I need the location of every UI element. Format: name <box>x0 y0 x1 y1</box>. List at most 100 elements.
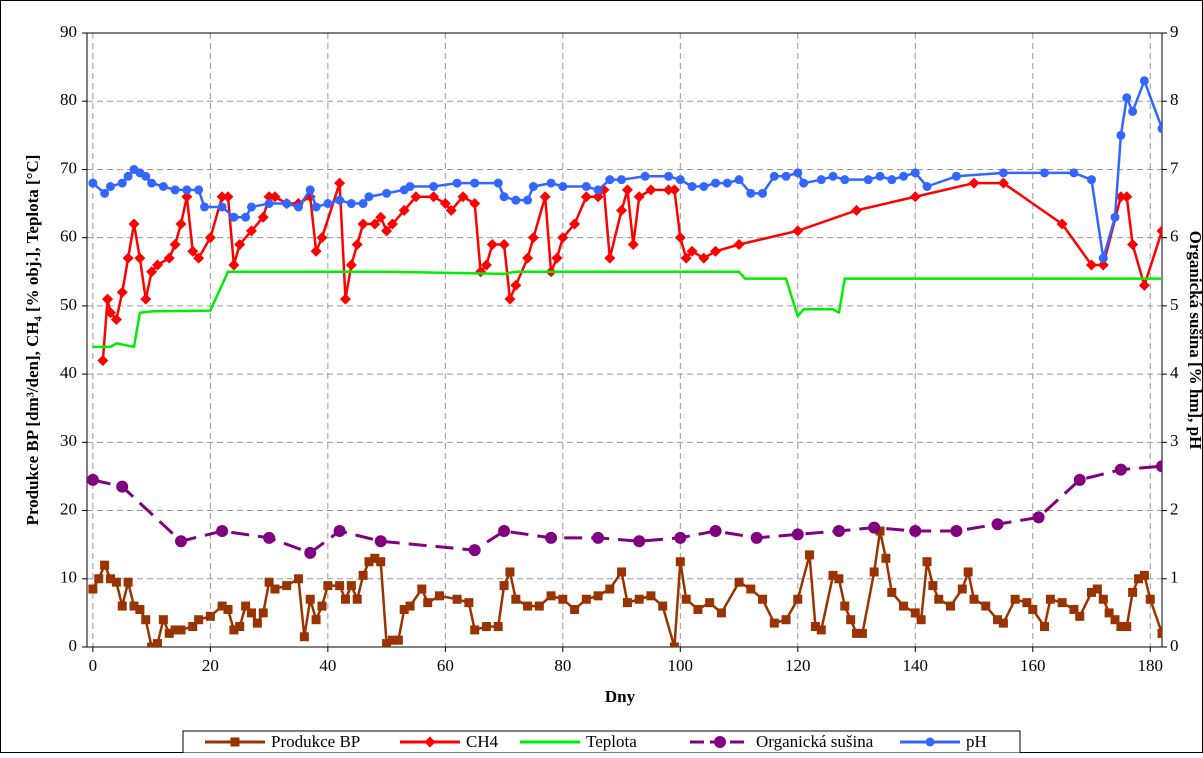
marker <box>111 577 121 587</box>
marker <box>646 591 656 601</box>
marker <box>928 581 938 591</box>
y2-tick-label: 0 <box>1170 636 1179 655</box>
y-tick-label: 80 <box>60 90 77 109</box>
marker <box>486 238 498 250</box>
marker <box>605 584 615 594</box>
marker <box>305 185 315 195</box>
marker <box>1056 218 1068 230</box>
marker <box>147 178 157 188</box>
marker <box>1138 279 1150 291</box>
marker <box>1157 124 1162 134</box>
marker <box>434 591 444 601</box>
marker <box>617 567 627 577</box>
marker <box>147 642 157 647</box>
y-tick-label: 90 <box>60 22 77 41</box>
marker <box>569 218 581 230</box>
marker <box>664 171 674 181</box>
marker <box>991 518 1004 531</box>
marker <box>557 232 569 244</box>
marker <box>229 625 239 635</box>
marker <box>316 232 328 244</box>
marker <box>1110 615 1120 625</box>
marker <box>863 175 873 185</box>
marker <box>469 198 481 210</box>
marker <box>693 604 703 614</box>
marker <box>881 553 891 563</box>
marker <box>187 245 199 257</box>
marker <box>899 601 909 611</box>
marker <box>387 635 397 645</box>
marker <box>998 618 1008 628</box>
marker <box>675 557 685 567</box>
marker <box>758 594 768 604</box>
marker <box>382 188 392 198</box>
y2-tick-label: 5 <box>1170 295 1179 314</box>
marker <box>604 252 616 264</box>
marker <box>910 168 920 178</box>
marker <box>1122 93 1132 103</box>
marker <box>951 171 961 181</box>
marker <box>345 259 357 271</box>
marker <box>1157 628 1162 638</box>
marker <box>868 521 881 534</box>
marker <box>439 198 451 210</box>
marker <box>534 601 544 611</box>
marker <box>558 182 568 191</box>
marker <box>357 218 369 230</box>
marker <box>805 550 815 560</box>
marker <box>640 171 650 181</box>
marker <box>293 202 303 212</box>
marker <box>1022 598 1032 608</box>
marker <box>199 202 209 212</box>
marker <box>1069 168 1079 178</box>
y2-tick-label: 8 <box>1170 90 1179 109</box>
marker <box>252 618 262 628</box>
marker <box>135 604 145 614</box>
marker <box>116 480 129 493</box>
marker <box>381 225 393 237</box>
marker <box>364 192 374 202</box>
marker <box>969 594 979 604</box>
marker <box>1139 76 1149 86</box>
marker <box>282 581 292 591</box>
y2-tick-label: 6 <box>1170 227 1179 246</box>
marker <box>875 526 885 536</box>
marker <box>523 601 533 611</box>
marker <box>351 238 363 250</box>
marker <box>828 171 838 181</box>
marker <box>581 594 591 604</box>
marker <box>158 182 168 191</box>
marker <box>869 567 879 577</box>
marker <box>1128 587 1138 597</box>
marker <box>963 567 973 577</box>
marker <box>505 567 515 577</box>
marker <box>323 199 333 209</box>
marker <box>758 188 768 198</box>
x-tick-label: 20 <box>202 656 219 675</box>
marker <box>480 259 492 271</box>
marker <box>1116 622 1126 632</box>
marker <box>269 191 281 203</box>
marker <box>709 525 722 538</box>
marker <box>846 615 856 625</box>
marker <box>493 622 503 632</box>
x-tick-label: 60 <box>437 656 454 675</box>
marker <box>88 584 98 594</box>
marker <box>282 199 292 209</box>
marker <box>340 594 350 604</box>
marker <box>498 525 511 538</box>
y-tick-label: 30 <box>60 431 77 450</box>
y2-axis-title: Organická sušina [% hm], pH <box>1186 231 1203 450</box>
marker <box>176 625 186 635</box>
y2-tick-label: 2 <box>1170 499 1179 518</box>
marker <box>887 587 897 597</box>
marker <box>950 525 963 538</box>
marker <box>123 171 133 181</box>
marker <box>998 168 1008 178</box>
marker <box>592 191 604 203</box>
marker <box>423 598 433 608</box>
marker <box>257 211 269 223</box>
marker <box>364 557 374 567</box>
marker <box>539 191 551 203</box>
series-line <box>92 464 1162 555</box>
